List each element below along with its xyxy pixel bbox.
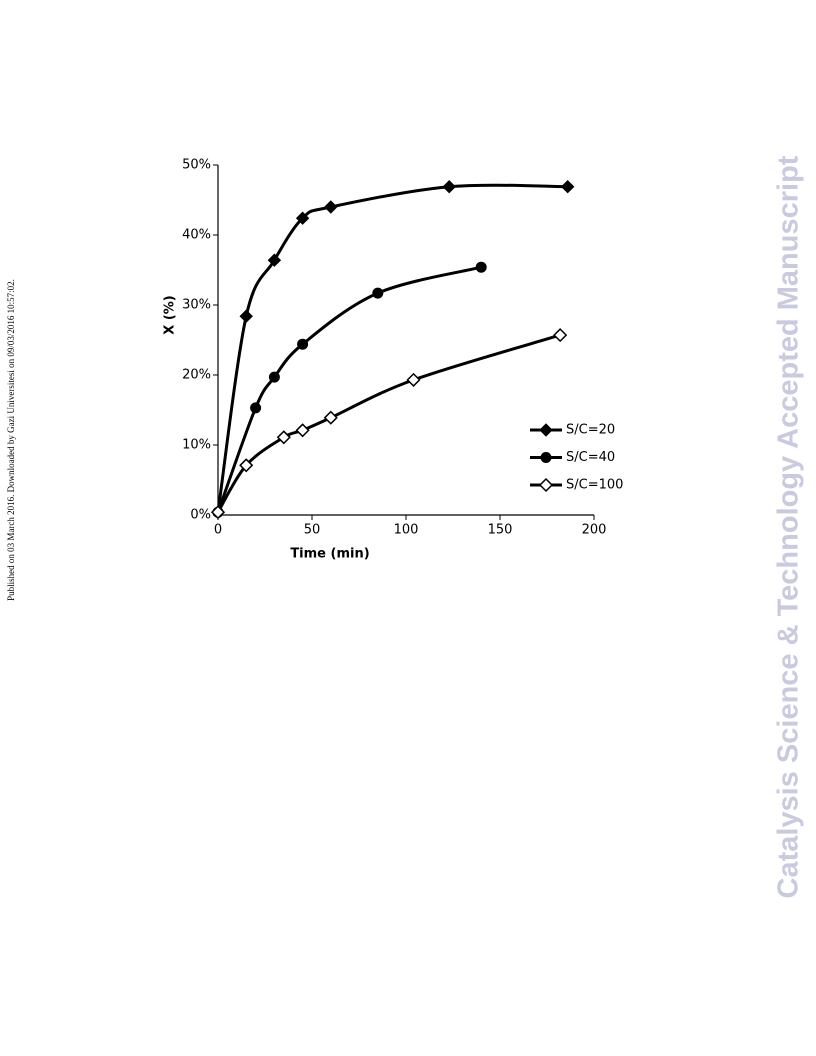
legend-label: S/C=100 [566, 478, 623, 493]
marker [553, 328, 568, 343]
marker [268, 371, 280, 383]
x-tick-label: 150 [488, 523, 513, 538]
marker [475, 261, 487, 273]
marker [540, 452, 552, 463]
y-tick-label: 50% [182, 158, 211, 173]
marker [297, 338, 309, 350]
marker [323, 410, 338, 425]
watermark: Catalysis Science & Technology Accepted … [773, 155, 805, 898]
x-axis-label: Time (min) [290, 547, 369, 562]
series-line [216, 265, 482, 513]
marker [295, 211, 310, 225]
marker [442, 179, 456, 194]
marker [539, 423, 553, 437]
marker [538, 477, 554, 493]
marker [324, 200, 338, 214]
series-line [216, 333, 561, 513]
marker [276, 430, 291, 445]
y-tick-label: 20% [182, 368, 211, 383]
marker [372, 287, 384, 299]
marker [406, 372, 421, 387]
x-tick-label: 200 [582, 523, 607, 538]
x-tick-label: 100 [394, 523, 419, 538]
y-axis-label: X (%) [163, 295, 178, 334]
side-note: Published on 03 March 2016. Downloaded b… [6, 279, 16, 601]
marker [239, 309, 253, 323]
marker [250, 402, 262, 414]
marker [295, 423, 310, 438]
legend-label: S/C=20 [566, 423, 615, 438]
marker [210, 505, 226, 520]
x-tick-label: 50 [304, 523, 321, 538]
legend-label: S/C=40 [566, 450, 615, 465]
y-tick-label: 30% [182, 298, 211, 313]
y-tick-label: 40% [182, 228, 211, 243]
marker [560, 179, 575, 194]
y-tick-label: 10% [182, 438, 211, 453]
marker [267, 253, 282, 267]
y-tick-label: 0% [190, 508, 211, 523]
x-tick-label: 0 [214, 523, 222, 538]
marker [239, 458, 254, 473]
